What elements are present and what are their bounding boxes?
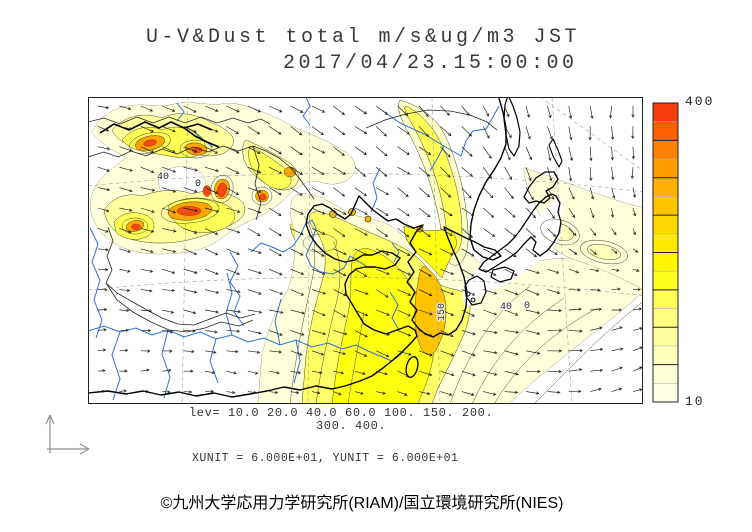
coast-sakhalin: [503, 97, 521, 157]
contour-label: 40: [500, 302, 512, 313]
colorbar-max-label: 400: [685, 94, 715, 109]
contour-levels-caption-2: 300. 400.: [316, 419, 387, 433]
plot-timestamp: 2017/04/23.15:00:00: [283, 52, 578, 75]
coast-shikoku: [490, 266, 515, 283]
coast-kuril: [548, 138, 563, 168]
contour-label: 0: [524, 301, 530, 312]
wind-vectors: [97, 105, 643, 396]
axis-arrows: [45, 414, 90, 455]
rivers: [88, 97, 500, 401]
coast-tsushima-2: [470, 297, 476, 303]
contour-levels-caption-1: lev= 10.0 20.0 40.0 60.0 100. 150. 200.: [189, 406, 494, 420]
coast-mainland: [88, 97, 507, 398]
colorbar-min-label: 10: [685, 394, 705, 409]
y-axis-arrow-icon: [45, 414, 55, 453]
coast-taiwan: [405, 356, 419, 378]
contour-label: 40: [157, 172, 169, 183]
units-caption: XUNIT = 6.000E+01, YUNIT = 6.000E+01: [192, 452, 459, 465]
bold-range-line: [99, 121, 220, 148]
colorbar: [652, 102, 679, 403]
coastlines: [88, 97, 563, 398]
coast-honshu: [478, 193, 562, 273]
coast-kyushu: [464, 275, 487, 306]
plot-title: U-V&Dust total m/s&ug/m3 JST: [146, 26, 581, 49]
contour-labels: 40 0 150 40 0: [156, 171, 531, 322]
contour-label: 0: [195, 179, 201, 190]
borders: [88, 109, 498, 333]
map-frame: [88, 97, 643, 404]
coast-hokkaido: [523, 171, 559, 204]
contour-label: 150: [437, 303, 448, 321]
dust-shading: [90, 99, 643, 404]
x-axis-arrow-icon: [47, 443, 90, 455]
credit-line: ©九州大学応用力学研究所(RIAM)/国立環境研究所(NIES): [160, 495, 564, 512]
